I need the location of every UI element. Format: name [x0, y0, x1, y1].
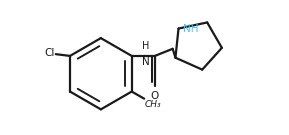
Text: Cl: Cl [45, 48, 55, 58]
Text: N: N [142, 57, 149, 67]
Text: H: H [142, 41, 149, 51]
Text: CH₃: CH₃ [145, 100, 162, 109]
Text: NH: NH [183, 24, 199, 34]
Text: O: O [151, 91, 159, 101]
